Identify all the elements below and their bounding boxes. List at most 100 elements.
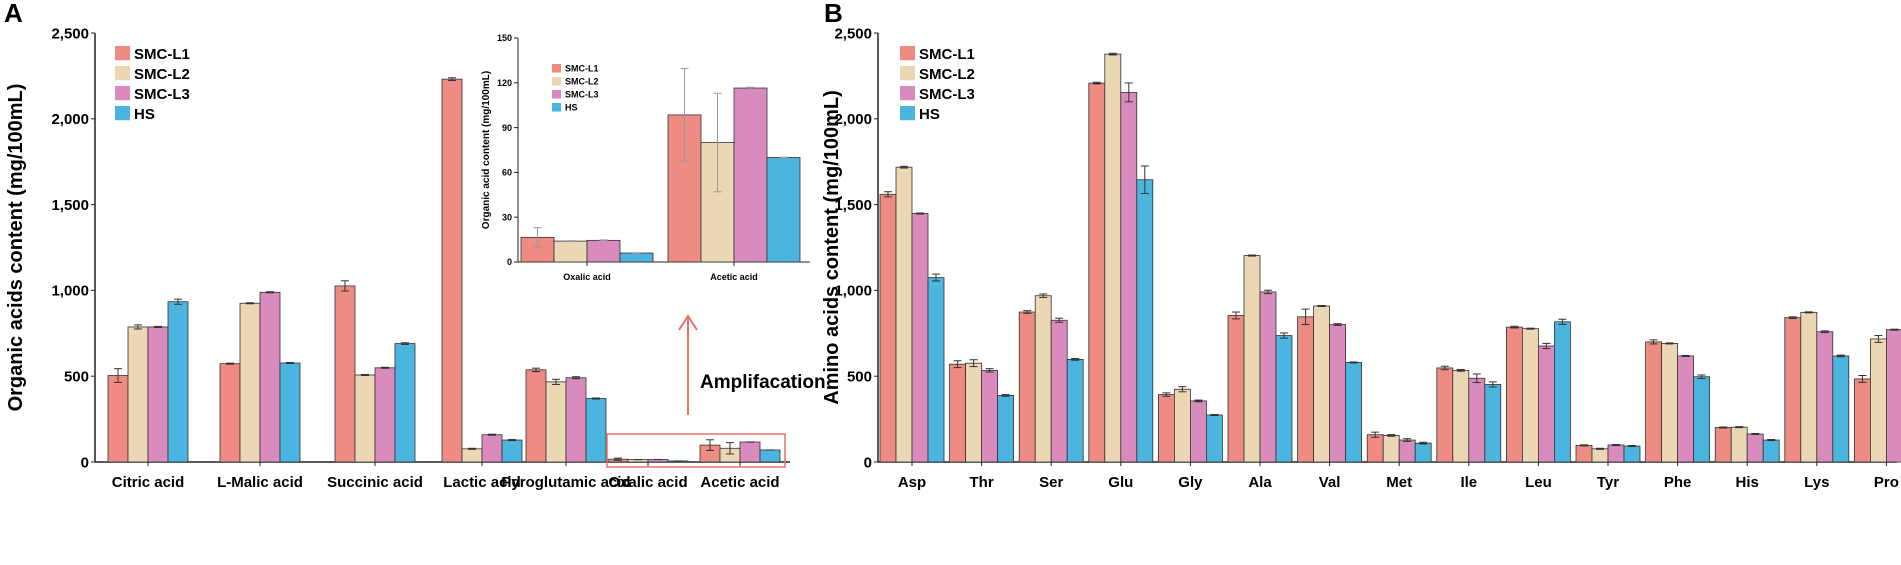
highlight-box [606, 433, 786, 468]
x-tick-label: Pro [1874, 474, 1899, 491]
bar-smc-l3 [147, 326, 169, 463]
bar-hs [1414, 442, 1432, 463]
bar-smc-l2 [461, 448, 483, 463]
bar-hs [1832, 355, 1850, 463]
bar-smc-l3 [981, 369, 998, 463]
legend-swatch-smc-l2 [552, 77, 561, 86]
y-tick-label: 500 [847, 368, 872, 385]
legend-label: SMC-L3 [565, 90, 599, 100]
panel-a-chart: 0 500 1,000 1,500 2,000 2,500 Organic acids co… [5, 25, 790, 491]
y-tick-label: 1,000 [51, 283, 89, 300]
x-tick-label: Asp [898, 474, 926, 491]
y-axis-label: Amino acids content (mg/100mL) [821, 90, 843, 405]
bar-smc-l1 [1366, 434, 1384, 463]
x-tick-label: Ala [1248, 474, 1272, 491]
panel-a-inset-chart: 0 30 60 90 120 150 Organic acid content (mg/10… [481, 33, 810, 282]
bar-hs [1484, 384, 1502, 463]
bar-hs [167, 301, 189, 463]
bar-hs [997, 395, 1014, 463]
bar-smc-l3 [1259, 291, 1277, 463]
bar-smc-l2 [1313, 305, 1330, 463]
y-tick-label: 1,500 [834, 197, 872, 214]
legend-label: HS [134, 106, 155, 123]
bar-smc-l2 [127, 326, 149, 463]
x-tick-label: Succinic acid [327, 474, 423, 491]
bar-smc-l1 [1297, 316, 1314, 463]
legend-label: SMC-L2 [134, 66, 190, 83]
bar-smc-l2 [1243, 255, 1261, 463]
bar-smc-l2 [354, 374, 376, 463]
bar-smc-l2 [1034, 295, 1052, 463]
bar-smc-l2 [1661, 343, 1678, 463]
bar-hs [501, 439, 523, 463]
arrow-head-icon [678, 314, 698, 331]
bar-hs [759, 449, 781, 463]
x-tick-label: Lactic acid [443, 474, 521, 491]
bar-smc-l2 [1870, 338, 1887, 463]
x-tick-label: Pyroglutamic acid [501, 474, 630, 491]
x-tick-label: Val [1319, 474, 1341, 491]
bar-hs [1554, 321, 1571, 463]
bar-smc-l3 [1607, 444, 1625, 463]
bar-hs [394, 343, 416, 463]
y-tick-label: 0 [864, 454, 872, 471]
bar-smc-l1 [1018, 311, 1036, 463]
legend-swatch-smc-l1 [900, 46, 915, 61]
y-tick-label: 30 [502, 212, 512, 222]
bar-smc-l1 [1436, 367, 1454, 463]
y-axis-label: Organic acids content (mg/100mL) [5, 84, 27, 412]
bar-smc-l2 [1730, 426, 1748, 463]
bar-smc-l3 [1468, 377, 1486, 463]
legend-label: SMC-L1 [565, 64, 599, 74]
legend-swatch-smc-l2 [900, 66, 915, 81]
bar-smc-l3 [1746, 433, 1764, 463]
bar-smc-l1 [1158, 394, 1175, 463]
bar-smc-l3 [374, 367, 396, 463]
x-tick-label: Tyr [1597, 474, 1619, 491]
panel-b-chart: 0 500 1,000 1,500 2,000 2,500 Amino acids cont… [821, 25, 1901, 491]
bar-smc-l1 [879, 193, 897, 463]
y-tick-label: 2,500 [51, 25, 89, 42]
bar-smc-l2 [895, 166, 913, 463]
bar-hs [1206, 414, 1223, 463]
bar-smc-l1 [1784, 317, 1802, 463]
y-tick-label: 2,000 [834, 111, 872, 128]
legend-swatch-smc-l3 [115, 86, 130, 101]
bar-smc-l3 [1190, 400, 1207, 463]
bar-smc-l2 [1382, 435, 1400, 463]
y-tick-label: 1,000 [834, 283, 872, 300]
bar-smc-l1 [1714, 427, 1732, 463]
bar-smc-l3 [565, 377, 587, 463]
bar-smc-l3 [1398, 439, 1416, 463]
bar-smc-l1 [441, 78, 463, 463]
x-tick-label: Acetic acid [700, 474, 779, 491]
bar-smc-l3 [1050, 319, 1068, 463]
bar-smc-l3 [733, 87, 768, 263]
legend-swatch-smc-l2 [115, 66, 130, 81]
bar-hs [585, 398, 607, 463]
y-tick-label: 0 [507, 257, 512, 267]
bar-smc-l1 [949, 363, 966, 463]
bar-smc-l3 [259, 291, 281, 463]
bar-hs [1762, 439, 1780, 463]
legend-swatch-hs [900, 106, 915, 121]
bar-smc-l2 [1104, 53, 1122, 463]
bar-smc-l1 [219, 363, 241, 463]
bar-smc-l1 [107, 375, 129, 463]
bar-hs [766, 157, 801, 263]
bar-smc-l1 [1088, 82, 1106, 463]
x-tick-label: Lys [1804, 474, 1829, 491]
bar-smc-l2 [553, 240, 588, 263]
y-tick-label: 150 [497, 33, 512, 43]
legend-label: HS [919, 106, 940, 123]
legend-swatch-hs [552, 103, 561, 112]
y-tick-label: 90 [502, 123, 512, 133]
bar-hs [1066, 358, 1084, 463]
bar-hs [619, 252, 654, 263]
y-tick-label: 60 [502, 168, 512, 178]
legend-label: SMC-L2 [565, 77, 599, 87]
bar-smc-l1 [1854, 378, 1871, 463]
bar-hs [1345, 362, 1362, 463]
bar-smc-l2 [1522, 328, 1539, 463]
